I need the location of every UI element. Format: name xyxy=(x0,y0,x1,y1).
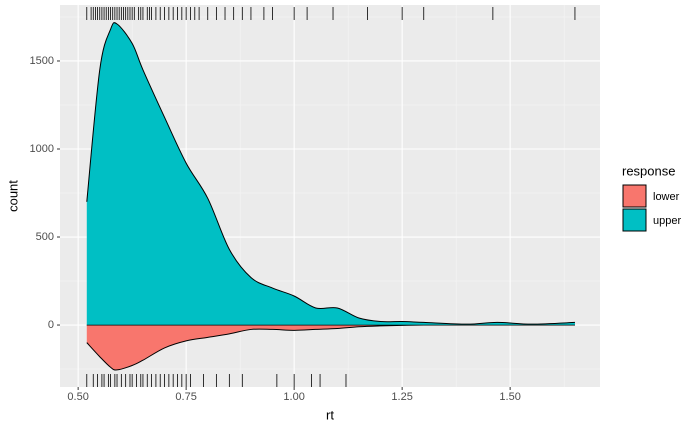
plot xyxy=(86,7,576,387)
legend-label: upper xyxy=(653,215,681,227)
area-line xyxy=(86,22,575,325)
legend-key xyxy=(622,208,647,232)
legend-key xyxy=(622,184,647,208)
y-tick-label: 0 xyxy=(48,319,54,331)
y-tick-label: 500 xyxy=(36,231,54,243)
area xyxy=(86,325,575,370)
legend-title: response xyxy=(622,163,675,178)
x-tick-label: 1.00 xyxy=(283,391,304,403)
y-axis-label: count xyxy=(5,180,20,212)
y-tick-label: 1000 xyxy=(30,143,54,155)
legend-label: lower xyxy=(653,191,680,203)
y-tick-label: 1500 xyxy=(30,55,54,67)
x-tick-label: 0.75 xyxy=(175,391,196,403)
area xyxy=(86,22,575,326)
x-axis-label: rt xyxy=(326,407,334,422)
x-tick-label: 0.50 xyxy=(67,391,88,403)
x-tick-label: 1.50 xyxy=(499,391,520,403)
x-tick-label: 1.25 xyxy=(391,391,412,403)
